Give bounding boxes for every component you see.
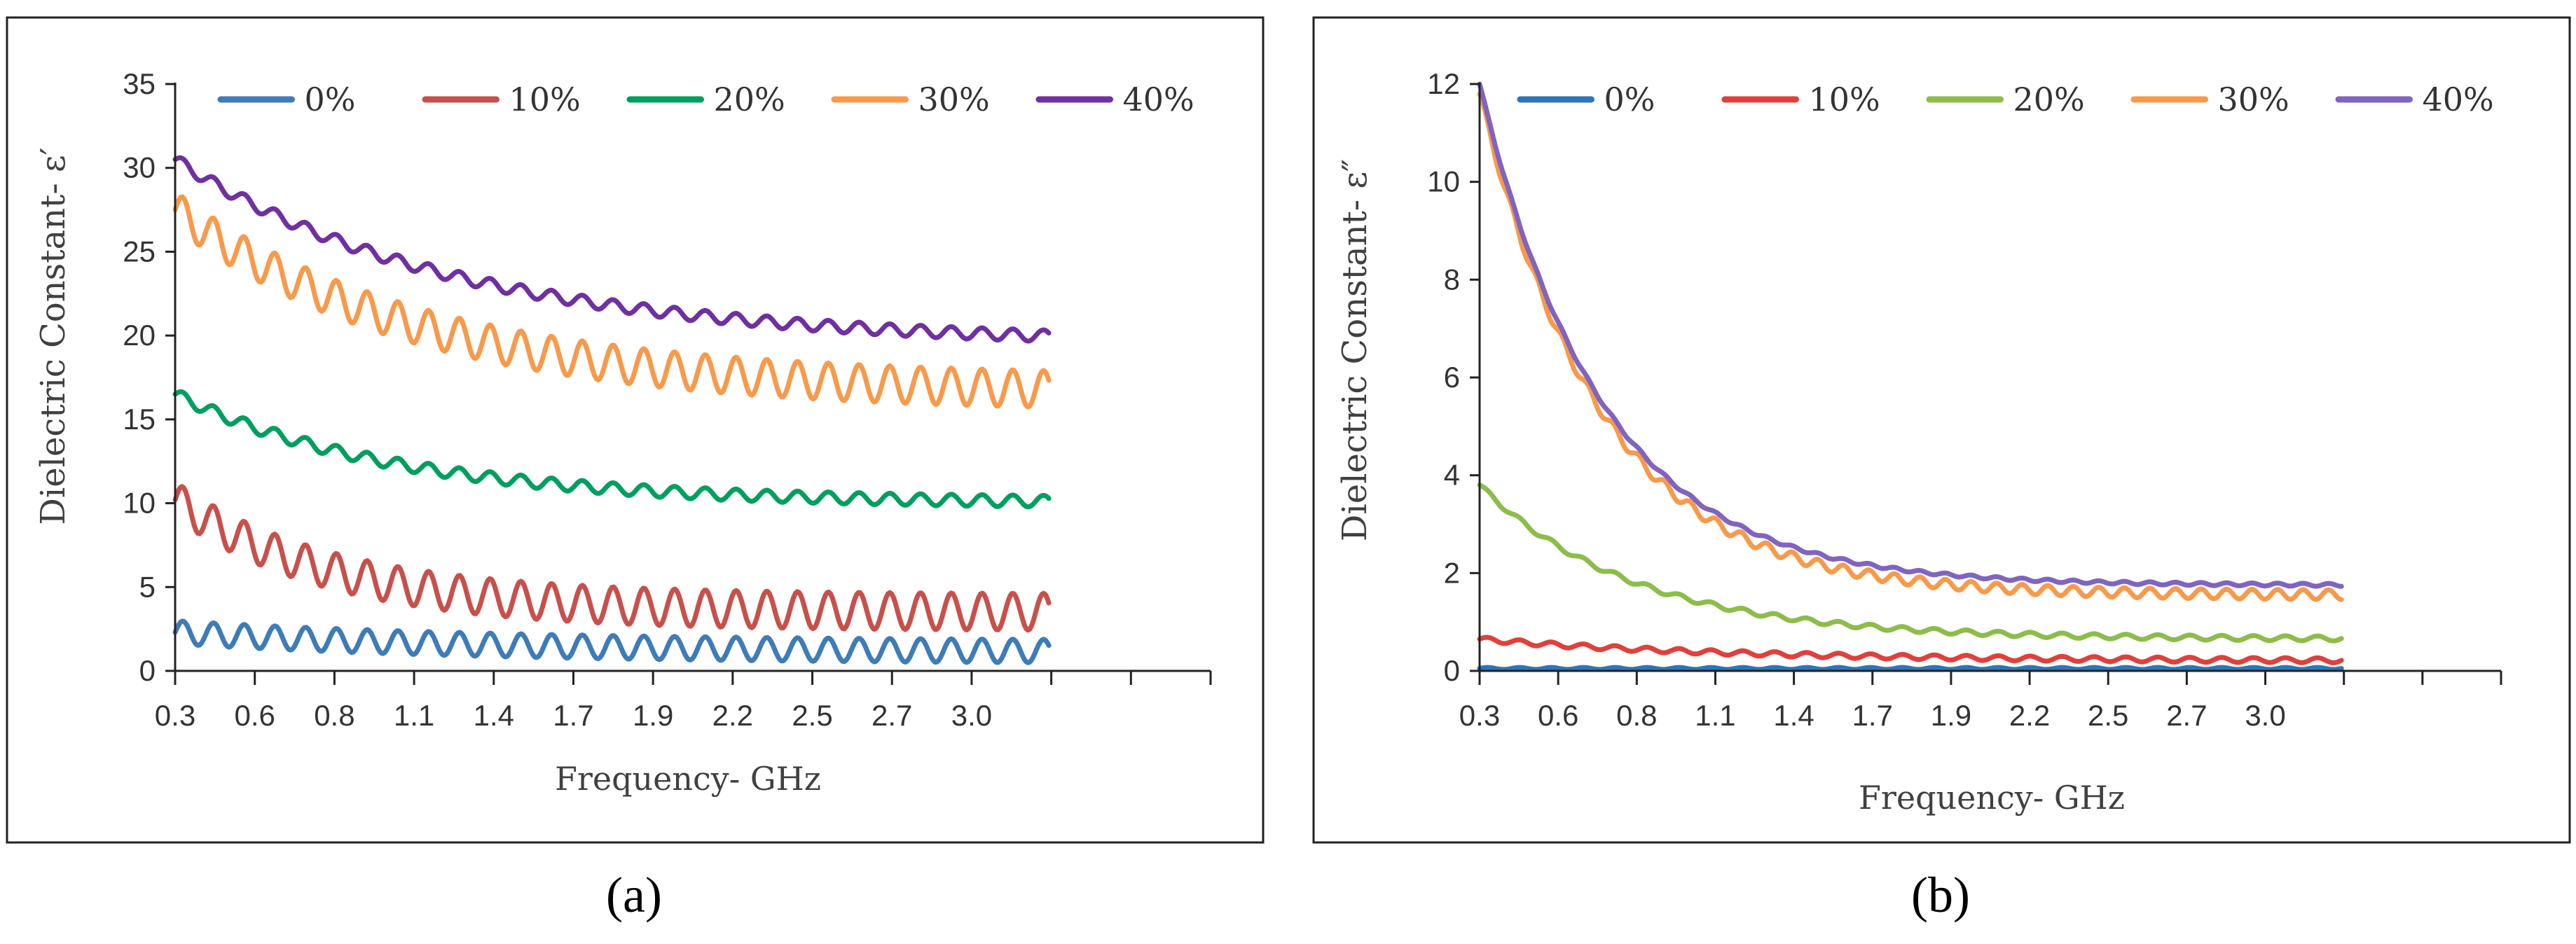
panel-a-y-tick-label: 5 bbox=[139, 570, 156, 603]
panel-a-x-tick-label: 0.8 bbox=[314, 699, 354, 732]
panel-b-series-40pct bbox=[1477, 81, 2344, 589]
panel-a-chart: 0 5 10 15 20 25 30 35 0.3 0.6 0.8 1.1 1.4 1.7 1.9 2.2 2.… bbox=[34, 67, 1212, 798]
panel-b-chart: 0 2 4 6 8 10 12 0.3 0.6 0.8 1.1 1.4 1.7 1.9 2.2 2.5 2.7 3… bbox=[1335, 67, 2502, 817]
panel-a-frame bbox=[6, 16, 1265, 844]
panel-b-y-tick-label: 4 bbox=[1444, 459, 1460, 492]
panel-b-y-tick-label: 2 bbox=[1444, 556, 1460, 589]
panel-a-x-tick-label: 1.1 bbox=[394, 699, 434, 732]
panel-a-x-axis-label: Frequency- GHz bbox=[555, 760, 821, 798]
panel-a-legend-label: 10% bbox=[509, 81, 581, 118]
panel-a-legend-label: 20% bbox=[714, 81, 785, 118]
panel-b-y-tick-label: 0 bbox=[1444, 654, 1460, 687]
caption-a: (a) bbox=[606, 867, 662, 923]
panel-b-x-tick-label: 0.8 bbox=[1616, 699, 1657, 732]
panel-b-legend-label: 20% bbox=[2013, 81, 2085, 118]
panel-a-series-10pct bbox=[172, 484, 1052, 633]
panel-a-y-tick-label: 0 bbox=[139, 654, 156, 687]
panel-a-x-tick-label: 1.7 bbox=[553, 699, 593, 732]
panel-b-legend-label: 40% bbox=[2423, 81, 2494, 118]
panel-a-y-tick-label: 15 bbox=[123, 403, 156, 436]
panel-b-x-tick-label: 2.7 bbox=[2166, 699, 2207, 732]
panel-a-x-tick-label: 0.3 bbox=[155, 699, 195, 732]
panel-a-y-tick-label: 25 bbox=[123, 235, 156, 268]
panel-a-x-tick-label: 3.0 bbox=[951, 699, 992, 732]
panel-b-x-axis-label: Frequency- GHz bbox=[1859, 779, 2125, 817]
panel-b-x-tick-label: 1.7 bbox=[1852, 699, 1893, 732]
panel-b-x-tick-label: 1.9 bbox=[1931, 699, 1971, 732]
panel-a-x-tick-label: 2.7 bbox=[872, 699, 912, 732]
caption-b: (b) bbox=[1911, 867, 1970, 923]
panel-b-series-0pct bbox=[1477, 665, 2344, 672]
panel-b-series-20pct bbox=[1477, 483, 2344, 644]
panel-a-x-tick-label: 1.4 bbox=[474, 699, 514, 732]
panel-a-series-30pct bbox=[172, 194, 1052, 410]
panel-b-x-tick-label: 2.5 bbox=[2088, 699, 2128, 732]
panel-b-x-tick-label: 3.0 bbox=[2245, 699, 2285, 732]
panel-b-x-tick-label: 2.2 bbox=[2009, 699, 2050, 732]
panel-a-y-tick-label: 30 bbox=[123, 151, 156, 184]
panel-b-frame bbox=[1312, 16, 2571, 844]
panel-b-x-tick-label: 0.3 bbox=[1459, 699, 1500, 732]
panel-b-y-tick-label: 6 bbox=[1444, 361, 1460, 394]
panel-b-series-10pct bbox=[1477, 634, 2344, 665]
panel-b-legend-label: 10% bbox=[1809, 81, 1880, 118]
panel-a-x-tick-label: 0.6 bbox=[234, 699, 275, 732]
panel-a-legend-label: 40% bbox=[1123, 81, 1194, 118]
panel-a-y-tick-label: 20 bbox=[123, 319, 156, 352]
panel-b-y-tick-label: 10 bbox=[1427, 165, 1460, 198]
panel-a-x-tick-label: 2.2 bbox=[712, 699, 753, 732]
panel-b-x-tick-label: 1.1 bbox=[1695, 699, 1735, 732]
panel-b-y-tick-label: 12 bbox=[1427, 67, 1460, 100]
panel-a-x-tick-label: 1.9 bbox=[633, 699, 673, 732]
panel-a-y-tick-label: 35 bbox=[123, 67, 156, 100]
panel-a-legend-label: 0% bbox=[305, 81, 356, 118]
panel-a-series-20pct bbox=[172, 389, 1052, 510]
panel-a-y-axis-label: Dielectric Constant- ε′ bbox=[34, 147, 73, 525]
panel-b-legend-label: 30% bbox=[2218, 81, 2289, 118]
panel-b-x-tick-label: 0.6 bbox=[1538, 699, 1578, 732]
panel-b-series-30pct bbox=[1477, 91, 2344, 602]
panel-b-y-axis-label: Dielectric Constant- ε″ bbox=[1335, 159, 1375, 541]
panel-a-y-tick-label: 10 bbox=[123, 487, 156, 520]
panel-a-series-40pct bbox=[172, 155, 1052, 344]
panel-a-series-0pct bbox=[172, 618, 1052, 665]
panel-a-x-tick-label: 2.5 bbox=[792, 699, 832, 732]
panel-b-y-tick-label: 8 bbox=[1444, 263, 1460, 296]
panel-b-legend-label: 0% bbox=[1604, 81, 1655, 118]
panel-b-x-tick-label: 1.4 bbox=[1773, 699, 1814, 732]
panel-a-legend-label: 30% bbox=[918, 81, 990, 118]
